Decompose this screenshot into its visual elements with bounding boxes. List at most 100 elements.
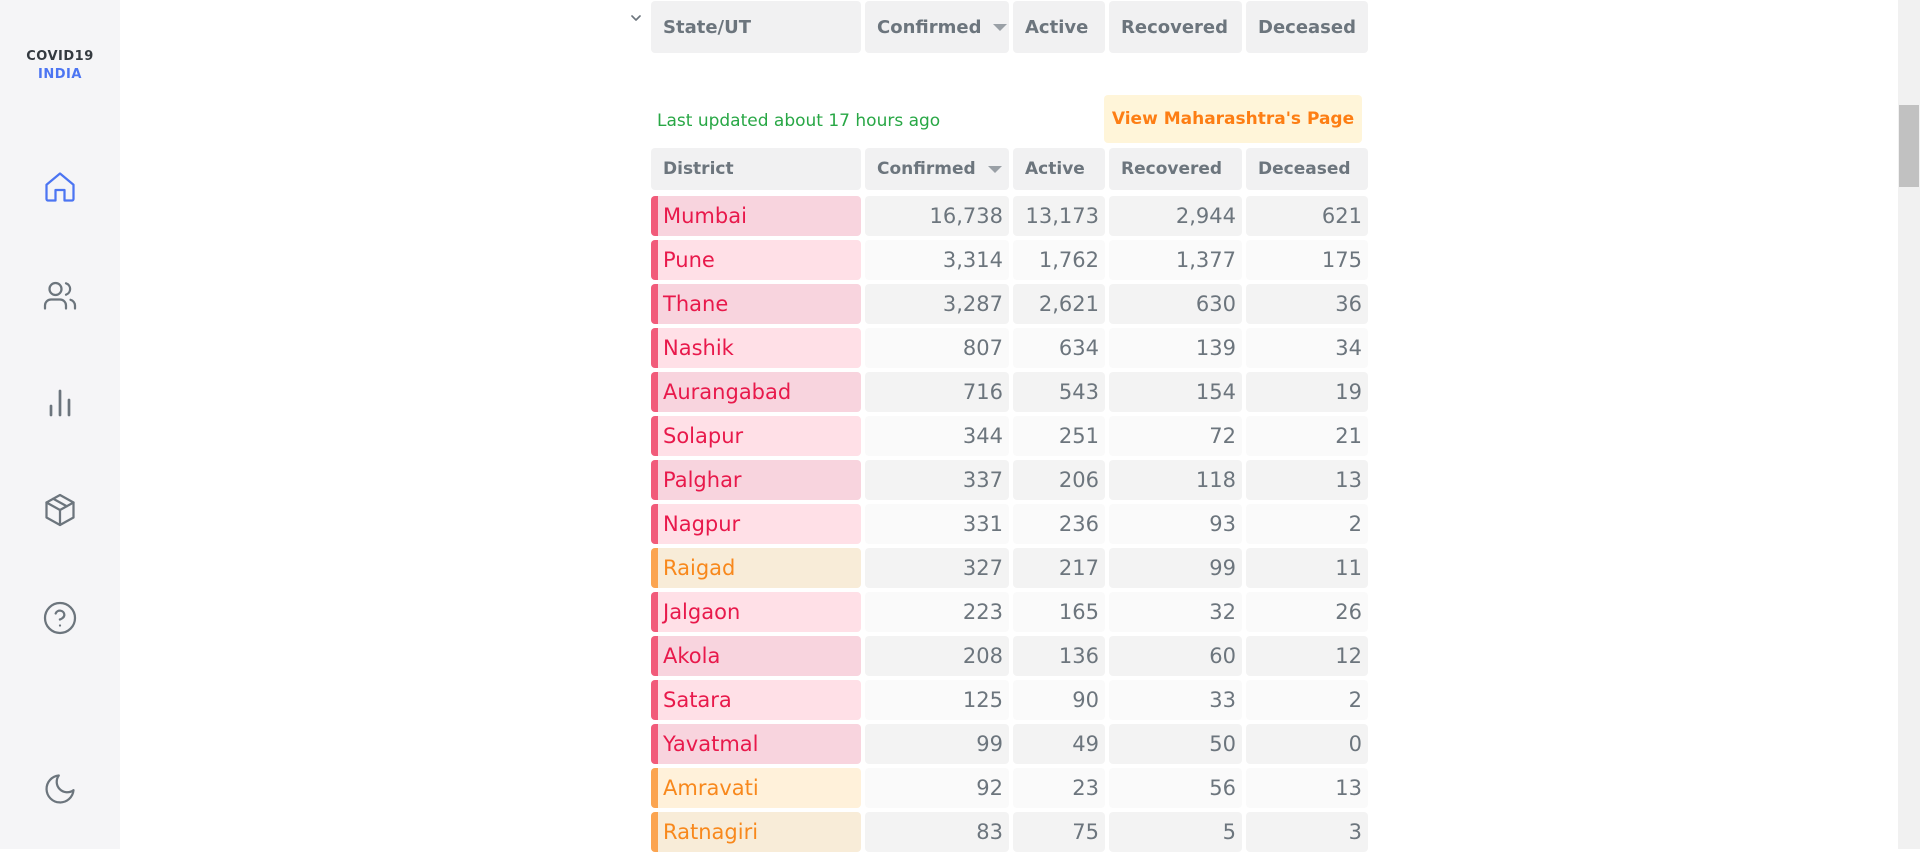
district-recovered-cell: 33 [1109,680,1242,720]
table-row[interactable]: Mumbai 16,738 13,173 2,944 621 [651,196,1368,236]
district-recovered-cell: 118 [1109,460,1242,500]
district-confirmed-cell: 331 [865,504,1009,544]
district-name-cell[interactable]: Solapur [651,416,861,456]
district-deceased-cell: 2 [1246,504,1368,544]
district-name-cell[interactable]: Jalgaon [651,592,861,632]
district-name-cell[interactable]: Palghar [651,460,861,500]
district-name-cell[interactable]: Nagpur [651,504,861,544]
state-header-active[interactable]: Active [1013,1,1105,53]
table-row[interactable]: Aurangabad 716 543 154 19 [651,372,1368,412]
district-name: Solapur [663,424,744,448]
zone-indicator [651,724,658,764]
view-state-page-button[interactable]: View Maharashtra's Page [1104,95,1362,143]
district-active-cell: 206 [1013,460,1105,500]
district-name: Jalgaon [663,600,741,624]
district-name-cell[interactable]: Yavatmal [651,724,861,764]
district-name: Ratnagiri [663,820,759,844]
zone-indicator [651,460,658,500]
table-row[interactable]: Palghar 337 206 118 13 [651,460,1368,500]
zone-indicator [651,284,658,324]
district-deceased-cell: 19 [1246,372,1368,412]
district-header-active[interactable]: Active [1013,148,1105,190]
district-recovered-cell: 32 [1109,592,1242,632]
table-row[interactable]: Satara 125 90 33 2 [651,680,1368,720]
district-name-cell[interactable]: Aurangabad [651,372,861,412]
district-header-confirmed[interactable]: Confirmed [865,148,1009,190]
state-header-confirmed[interactable]: Confirmed [865,1,1009,53]
district-recovered-cell: 56 [1109,768,1242,808]
district-name-cell[interactable]: Nashik [651,328,861,368]
table-row[interactable]: Amravati 92 23 56 13 [651,768,1368,808]
page-scrollbar[interactable] [1898,0,1920,849]
district-name-cell[interactable]: Thane [651,284,861,324]
header-label: Recovered [1121,159,1223,179]
district-deceased-cell: 2 [1246,680,1368,720]
header-label: Recovered [1121,16,1229,38]
district-table-header: District Confirmed Active Recovered Dece… [651,148,1368,190]
district-name-cell[interactable]: Satara [651,680,861,720]
state-header-recovered[interactable]: Recovered [1109,1,1242,53]
table-row[interactable]: Jalgaon 223 165 32 26 [651,592,1368,632]
district-deceased-cell: 26 [1246,592,1368,632]
district-confirmed-cell: 208 [865,636,1009,676]
district-active-cell: 23 [1013,768,1105,808]
district-recovered-cell: 2,944 [1109,196,1242,236]
district-confirmed-cell: 327 [865,548,1009,588]
district-name-cell[interactable]: Mumbai [651,196,861,236]
district-name-cell[interactable]: Raigad [651,548,861,588]
district-header-deceased[interactable]: Deceased [1246,148,1368,190]
table-row[interactable]: Akola 208 136 60 12 [651,636,1368,676]
district-header-recovered[interactable]: Recovered [1109,148,1242,190]
zone-indicator [651,592,658,632]
scrollbar-thumb[interactable] [1899,105,1919,187]
state-header-state[interactable]: State/UT [651,1,861,53]
district-active-cell: 165 [1013,592,1105,632]
district-name: Palghar [663,468,742,492]
district-header-district[interactable]: District [651,148,861,190]
district-deceased-cell: 3 [1246,812,1368,852]
district-confirmed-cell: 716 [865,372,1009,412]
users-icon [43,281,77,310]
district-recovered-cell: 154 [1109,372,1242,412]
zone-indicator [651,548,658,588]
district-active-cell: 543 [1013,372,1105,412]
district-name: Satara [663,688,732,712]
district-deceased-cell: 34 [1246,328,1368,368]
table-row[interactable]: Raigad 327 217 99 11 [651,548,1368,588]
nav-home[interactable] [40,167,80,207]
zone-indicator [651,416,658,456]
district-name-cell[interactable]: Pune [651,240,861,280]
district-deceased-cell: 175 [1246,240,1368,280]
district-name: Akola [663,644,721,668]
nav-essentials[interactable] [40,490,80,530]
table-row[interactable]: Pune 3,314 1,762 1,377 175 [651,240,1368,280]
theme-toggle[interactable] [40,769,80,809]
district-name: Mumbai [663,204,747,228]
district-name-cell[interactable]: Akola [651,636,861,676]
district-confirmed-cell: 344 [865,416,1009,456]
district-confirmed-cell: 807 [865,328,1009,368]
district-name: Aurangabad [663,380,792,404]
state-header-deceased[interactable]: Deceased [1246,1,1368,53]
table-row[interactable]: Nagpur 331 236 93 2 [651,504,1368,544]
district-name: Nashik [663,336,734,360]
district-recovered-cell: 72 [1109,416,1242,456]
nav-deepdive[interactable] [40,383,80,423]
chevron-down-icon[interactable] [628,10,644,26]
app-logo[interactable]: COVID19 INDIA [0,48,120,84]
district-deceased-cell: 621 [1246,196,1368,236]
district-name-cell[interactable]: Ratnagiri [651,812,861,852]
help-circle-icon [43,601,77,635]
table-row[interactable]: Thane 3,287 2,621 630 36 [651,284,1368,324]
district-active-cell: 75 [1013,812,1105,852]
district-name-cell[interactable]: Amravati [651,768,861,808]
nav-demographics[interactable] [40,275,80,315]
table-row[interactable]: Nashik 807 634 139 34 [651,328,1368,368]
table-row[interactable]: Solapur 344 251 72 21 [651,416,1368,456]
table-row[interactable]: Yavatmal 99 49 50 0 [651,724,1368,764]
nav-faq[interactable] [40,598,80,638]
district-active-cell: 90 [1013,680,1105,720]
district-recovered-cell: 99 [1109,548,1242,588]
district-confirmed-cell: 125 [865,680,1009,720]
table-row[interactable]: Ratnagiri 83 75 5 3 [651,812,1368,852]
